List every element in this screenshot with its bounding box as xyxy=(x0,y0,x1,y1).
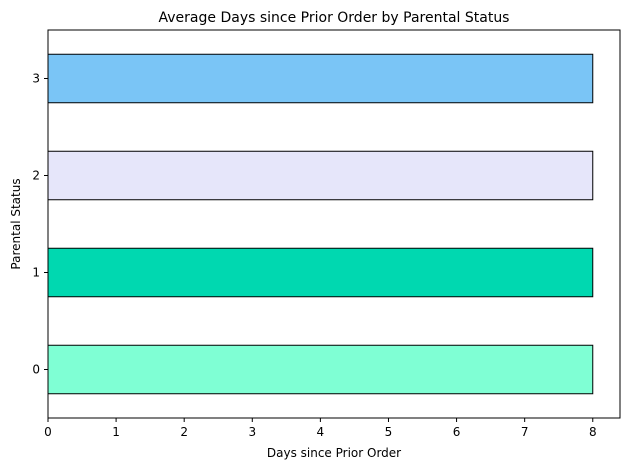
x-tick-label-5: 5 xyxy=(385,425,393,439)
x-tick-label-7: 7 xyxy=(521,425,529,439)
y-axis-title: Parental Status xyxy=(9,178,23,269)
plot-frame xyxy=(47,29,621,419)
bar-3 xyxy=(47,53,594,104)
x-tick-label-6: 6 xyxy=(453,425,461,439)
x-tick-label-0: 0 xyxy=(44,425,52,439)
plot-area: 0 1 2 3 0 1 2 3 4 5 6 7 8 xyxy=(32,29,621,439)
y-tick-label-2: 2 xyxy=(32,169,40,183)
x-tick-label-4: 4 xyxy=(317,425,325,439)
y-tick-label-3: 3 xyxy=(32,72,40,86)
chart-title: Average Days since Prior Order by Parent… xyxy=(159,10,510,26)
bar-2 xyxy=(47,150,594,201)
bar-1 xyxy=(47,247,594,298)
y-tick-label-1: 1 xyxy=(32,266,40,280)
x-axis-title: Days since Prior Order xyxy=(267,446,401,460)
x-tick-label-1: 1 xyxy=(112,425,120,439)
x-tick-label-2: 2 xyxy=(180,425,188,439)
bar-0 xyxy=(47,344,594,395)
y-tick-label-0: 0 xyxy=(32,363,40,377)
x-tick-label-8: 8 xyxy=(589,425,597,439)
x-tick-label-3: 3 xyxy=(248,425,256,439)
